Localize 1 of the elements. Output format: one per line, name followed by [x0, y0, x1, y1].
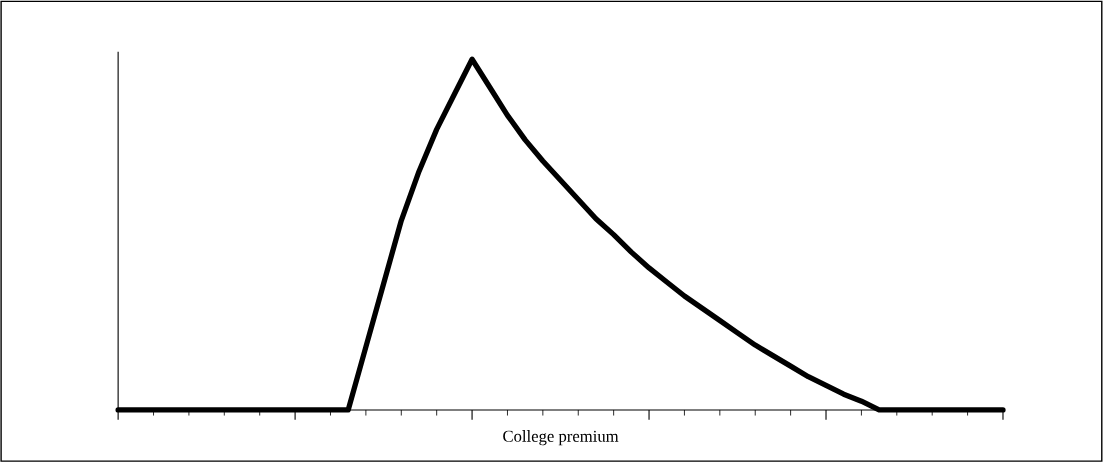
x-axis-title: College premium [503, 430, 619, 446]
